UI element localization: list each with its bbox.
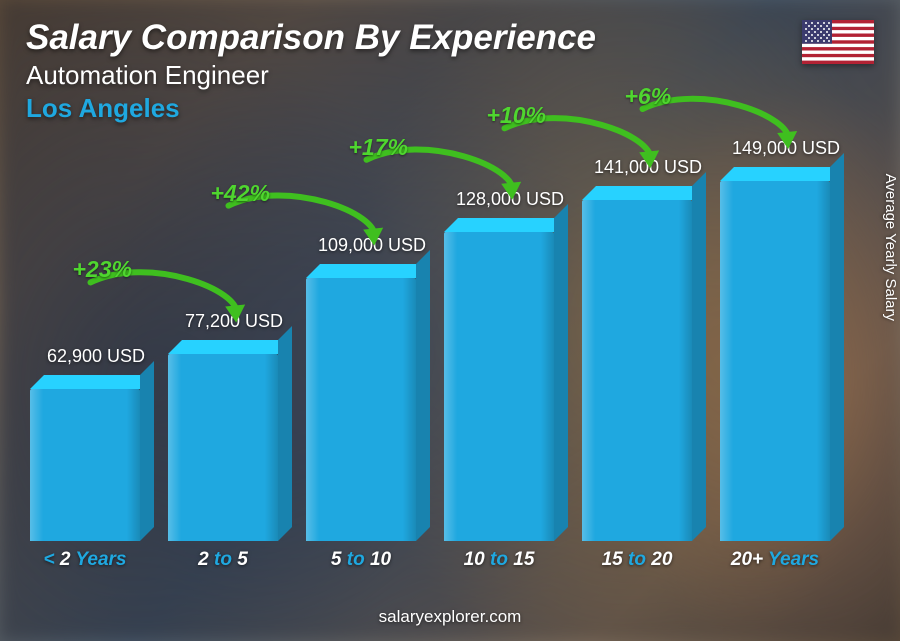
bar (306, 278, 416, 541)
bar-group: 128,000 USD10 to 15 (444, 150, 554, 571)
footer-source: salaryexplorer.com (0, 607, 900, 627)
bar-value: 62,900 USD (19, 346, 173, 367)
bar-value: 128,000 USD (433, 189, 587, 210)
chart-location: Los Angeles (26, 93, 874, 124)
delta-label: +17% (349, 134, 408, 161)
bar-group: 109,000 USD5 to 10 (306, 150, 416, 571)
chart-subtitle: Automation Engineer (26, 60, 874, 91)
bar (582, 200, 692, 541)
delta-label: +42% (211, 180, 270, 207)
bar-value: 149,000 USD (709, 138, 863, 159)
bar (720, 181, 830, 541)
bar-group: 149,000 USD20+ Years (720, 150, 830, 571)
bar (30, 389, 140, 541)
bar-chart: 62,900 USD< 2 Years77,200 USD2 to 5109,0… (30, 150, 840, 571)
bar-label: 20+ Years (709, 549, 841, 571)
bar-value: 141,000 USD (571, 157, 725, 178)
bar-label: < 2 Years (19, 549, 151, 571)
bar-group: 141,000 USD15 to 20 (582, 150, 692, 571)
bar-label: 5 to 10 (295, 549, 427, 571)
bar-value: 77,200 USD (157, 311, 311, 332)
bar-label: 10 to 15 (433, 549, 565, 571)
header: Salary Comparison By Experience Automati… (26, 18, 874, 124)
chart-title: Salary Comparison By Experience (26, 18, 874, 58)
bar (168, 354, 278, 541)
bar-group: 77,200 USD2 to 5 (168, 150, 278, 571)
delta-label: +23% (73, 256, 132, 283)
bar-label: 15 to 20 (571, 549, 703, 571)
y-axis-label: Average Yearly Salary (882, 173, 899, 320)
bar-label: 2 to 5 (157, 549, 289, 571)
bar-group: 62,900 USD< 2 Years (30, 150, 140, 571)
bar-value: 109,000 USD (295, 235, 449, 256)
bar (444, 232, 554, 541)
